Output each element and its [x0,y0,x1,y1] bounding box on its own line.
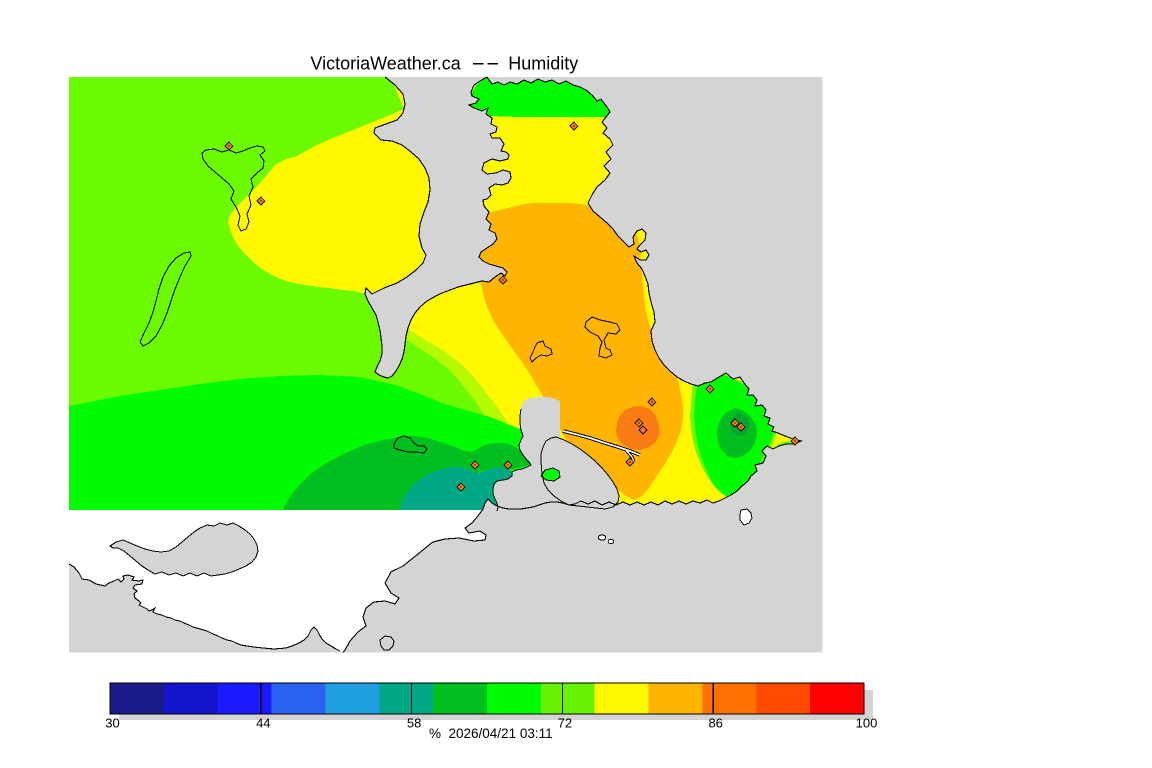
svg-text:30: 30 [105,716,119,731]
svg-text:44: 44 [256,716,270,731]
svg-text:% 2026/04/21 03:11: % 2026/04/21 03:11 [429,726,553,741]
svg-text:100: 100 [856,716,878,731]
svg-text:VictoriaWeather.ca: VictoriaWeather.ca [310,54,461,74]
svg-text:86: 86 [708,716,722,731]
svg-text:72: 72 [558,716,572,731]
svg-text:Humidity: Humidity [508,54,578,74]
svg-text:58: 58 [407,716,421,731]
